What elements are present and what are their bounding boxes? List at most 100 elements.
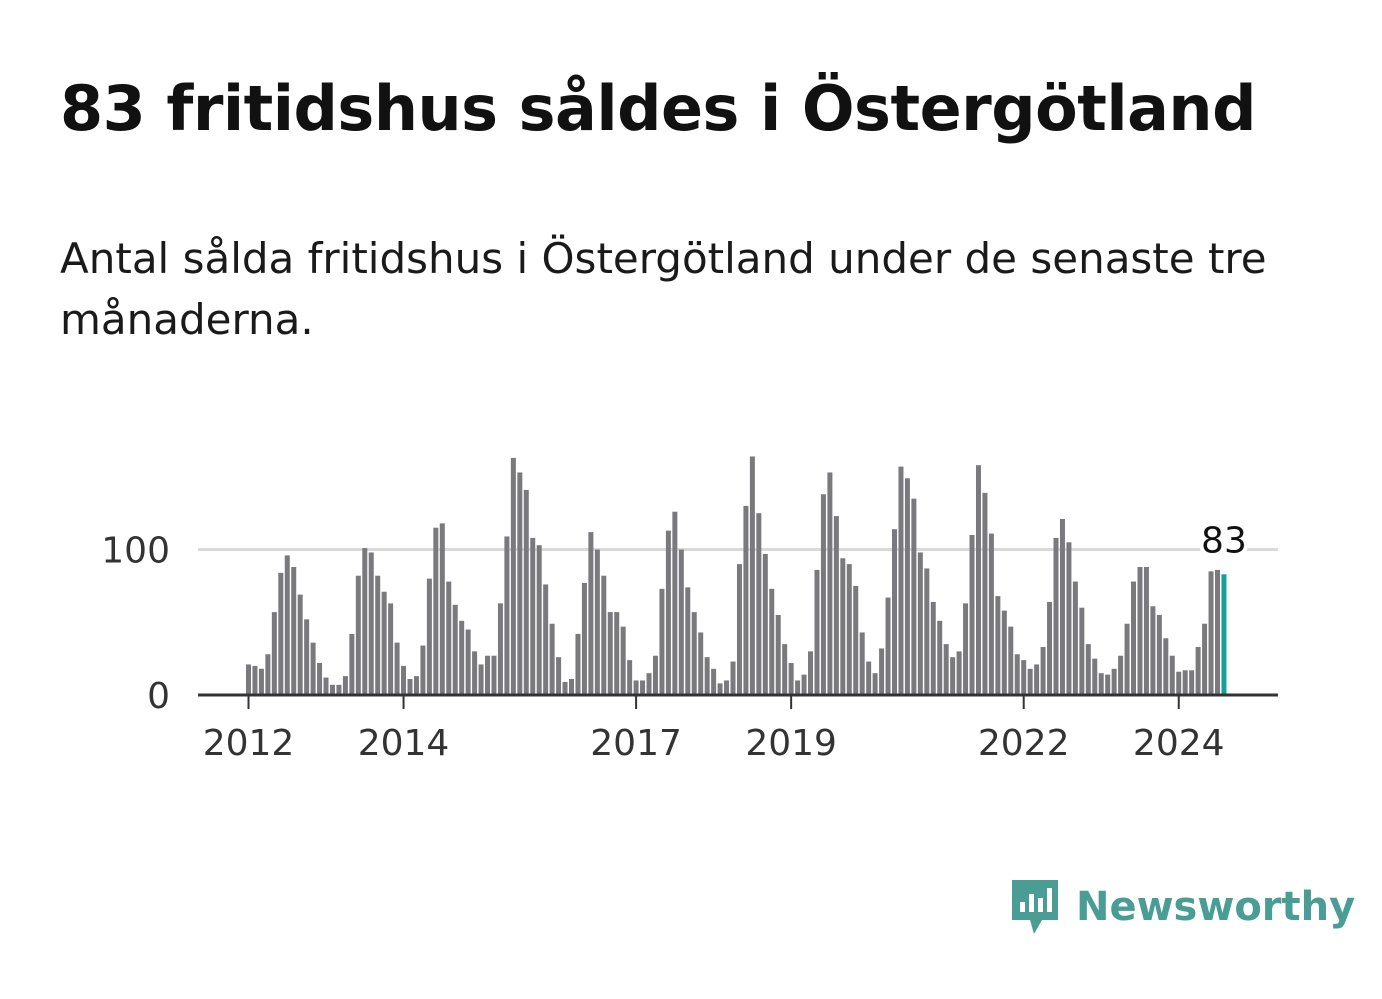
bar	[646, 673, 652, 695]
bar	[982, 492, 988, 695]
bar	[756, 513, 762, 695]
bar	[530, 537, 536, 695]
bar	[820, 494, 826, 695]
bar	[1137, 567, 1143, 695]
bar	[258, 668, 264, 695]
bar	[1040, 647, 1046, 695]
bar	[672, 511, 678, 695]
bar	[349, 633, 355, 695]
bar	[355, 575, 361, 695]
bar	[911, 498, 917, 695]
bar	[1215, 569, 1220, 695]
bar	[736, 564, 742, 695]
bar	[549, 623, 555, 695]
bar	[943, 644, 949, 695]
bar	[543, 584, 549, 695]
bar	[446, 581, 452, 695]
bar	[1124, 623, 1130, 695]
bar	[426, 578, 432, 695]
bar	[1034, 664, 1040, 695]
bar	[937, 620, 943, 695]
bar	[1118, 655, 1124, 695]
bar	[1156, 615, 1162, 695]
x-tick-label-2022: 2022	[978, 723, 1070, 764]
bar	[1169, 655, 1175, 695]
bar	[271, 612, 277, 695]
bar	[898, 466, 904, 695]
bar	[963, 603, 969, 695]
chart-title: 83 fritidshus såldes i Östergötland	[60, 72, 1256, 145]
bar	[801, 674, 807, 695]
bar	[381, 591, 387, 695]
bar	[1189, 670, 1195, 695]
bar	[252, 665, 258, 695]
bar	[995, 596, 1001, 695]
bar	[562, 681, 568, 695]
bar	[465, 629, 471, 695]
chart-subtitle: Antal sålda fritidshus i Östergötland un…	[60, 234, 1267, 344]
bar	[749, 456, 755, 695]
bar	[924, 568, 930, 695]
bar	[640, 680, 646, 695]
bar	[407, 679, 413, 695]
brand-name: Newsworthy	[1076, 884, 1356, 930]
bar	[588, 532, 594, 695]
bar	[950, 657, 956, 695]
bar	[342, 676, 348, 695]
bar	[478, 664, 484, 695]
bar	[930, 601, 936, 695]
bar	[846, 564, 852, 695]
latest-value-label-halo: 83	[1201, 520, 1247, 561]
x-tick-label-2019: 2019	[745, 723, 837, 764]
bar	[1079, 607, 1085, 695]
bar	[497, 603, 503, 695]
bar	[775, 615, 781, 695]
bar	[853, 585, 859, 695]
newsworthy-logo-icon	[1012, 880, 1058, 934]
bar	[1163, 638, 1169, 695]
bar	[491, 655, 497, 695]
bar	[310, 642, 316, 695]
bars	[246, 456, 1227, 695]
bar	[323, 677, 329, 695]
bar	[1176, 671, 1182, 695]
bar	[368, 552, 374, 695]
bar	[246, 664, 251, 695]
bar	[1182, 670, 1188, 695]
bar	[304, 619, 310, 695]
bar	[485, 655, 491, 695]
bar	[575, 633, 581, 695]
bar	[433, 527, 439, 695]
bar	[659, 588, 665, 695]
bar	[1195, 647, 1201, 695]
bar	[504, 536, 510, 695]
bar	[840, 558, 846, 695]
bar	[904, 478, 910, 695]
bar	[704, 657, 710, 695]
bar	[439, 523, 445, 695]
bar	[827, 472, 833, 695]
bar	[1072, 581, 1078, 695]
bar	[291, 567, 297, 695]
bar	[1027, 668, 1033, 695]
bar	[452, 604, 458, 695]
bar	[795, 680, 801, 695]
bar	[975, 465, 981, 695]
bar	[665, 530, 671, 695]
newsworthy-logo[interactable]: Newsworthy	[1008, 876, 1355, 938]
bar	[1066, 542, 1072, 695]
bar	[833, 516, 839, 695]
bar	[472, 651, 478, 695]
bar	[892, 529, 897, 695]
axes	[198, 693, 1278, 709]
bar	[297, 594, 303, 695]
bar	[652, 655, 658, 695]
y-tick-label-100: 100	[101, 531, 170, 572]
bar	[1150, 606, 1156, 695]
bar	[336, 684, 342, 695]
bar	[278, 572, 284, 695]
bar	[1008, 626, 1014, 695]
bar	[859, 632, 865, 695]
bar	[569, 679, 574, 695]
